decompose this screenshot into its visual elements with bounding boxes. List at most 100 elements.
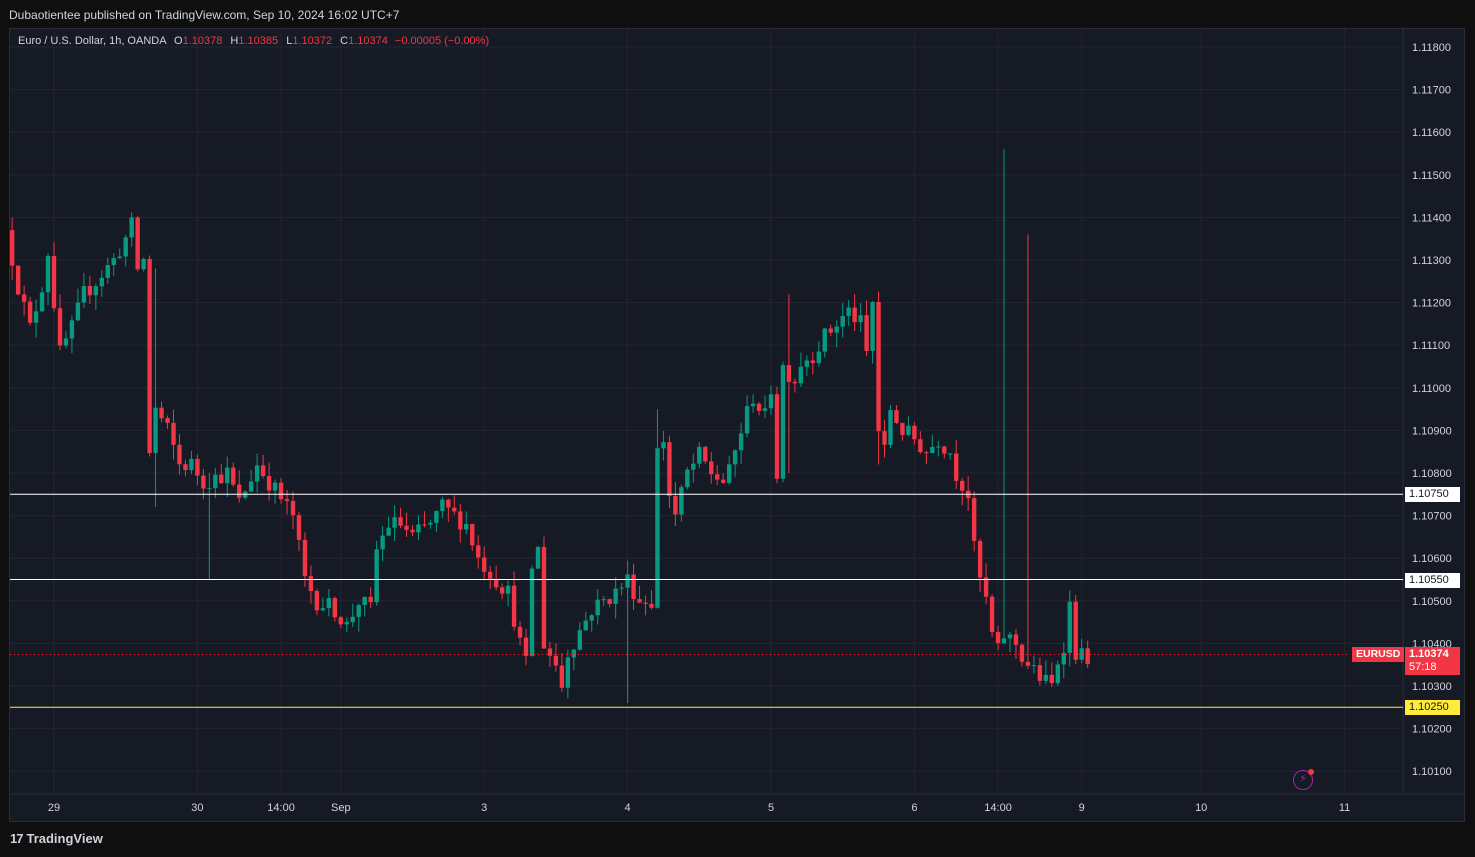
candle-body — [1013, 634, 1019, 645]
candle-body — [260, 465, 266, 477]
candle-body — [577, 630, 582, 650]
candle-body — [75, 302, 81, 321]
candle-body — [272, 482, 278, 491]
candle-body — [697, 446, 702, 464]
candle-body — [452, 507, 457, 512]
candle-body — [673, 495, 678, 515]
candle-body — [171, 422, 176, 445]
x-tick-label: 10 — [1195, 802, 1207, 814]
candle-body — [840, 315, 845, 327]
candle-body — [971, 498, 977, 541]
candle-body — [709, 461, 714, 475]
candle-body — [1043, 674, 1049, 681]
tv-logo-icon: 17 — [10, 831, 24, 846]
candle-body — [177, 444, 182, 465]
candle-body — [936, 446, 941, 448]
x-tick-label: 29 — [48, 802, 60, 814]
candle-body — [649, 603, 654, 608]
candle-body — [625, 574, 630, 588]
candle-body — [762, 408, 768, 411]
candle-body — [691, 463, 696, 470]
candle-body — [278, 482, 284, 500]
candle-body — [888, 410, 893, 445]
candle-body — [870, 301, 875, 351]
published-caption: Dubaotientee published on TradingView.co… — [9, 8, 400, 22]
symbol-tag: EURUSD — [1352, 647, 1405, 663]
candle-body — [284, 499, 290, 501]
y-tick-label: 1.10300 — [1412, 681, 1452, 693]
y-tick-label: 1.11100 — [1412, 340, 1450, 352]
candle-body — [756, 403, 762, 411]
candle-body — [10, 230, 15, 266]
top-bar: Dubaotientee published on TradingView.co… — [0, 0, 1475, 28]
candle-body — [912, 425, 917, 440]
candle-body — [505, 585, 511, 594]
candle-body — [798, 366, 804, 384]
y-tick-label: 1.11500 — [1412, 170, 1451, 182]
candle-body — [744, 406, 750, 434]
candle-body — [111, 258, 116, 266]
alert-bolt-icon[interactable]: ⚡ — [1293, 769, 1314, 790]
candle-body — [380, 535, 385, 550]
candle-body — [386, 527, 391, 536]
low-label: L — [286, 35, 293, 47]
y-tick-label: 1.11400 — [1412, 212, 1451, 224]
y-tick-label: 1.10900 — [1412, 425, 1452, 437]
candle-body — [470, 524, 475, 546]
candle-body — [356, 605, 361, 617]
level-price-tag: 1.10250 — [1405, 700, 1460, 716]
candle-body — [159, 407, 164, 419]
candle-body — [715, 474, 720, 480]
close-value: 1.10374 — [348, 35, 388, 47]
candle-body — [266, 476, 272, 491]
x-tick-label: 3 — [481, 802, 487, 814]
candle-body — [117, 256, 122, 259]
candle-body — [792, 381, 798, 384]
candle-body — [153, 407, 158, 453]
symbol-legend[interactable]: Euro / U.S. Dollar, 1h, OANDA O1.10378 H… — [18, 35, 489, 47]
candle-body — [248, 481, 254, 492]
candle-body — [977, 540, 983, 578]
candle-body — [308, 576, 314, 591]
candle-body — [81, 285, 87, 303]
candle-body — [27, 301, 33, 323]
open-value: 1.10378 — [182, 35, 223, 47]
candle-body — [858, 315, 863, 323]
candle-body — [165, 418, 170, 423]
candle-body — [314, 590, 320, 611]
candle-body — [948, 453, 953, 455]
notification-dot — [1308, 769, 1314, 775]
candle-body — [589, 615, 594, 621]
candle-body — [39, 292, 45, 312]
candle-body — [864, 315, 869, 351]
candle-body — [876, 301, 881, 432]
candle-body — [428, 522, 433, 525]
candle-body — [135, 217, 140, 270]
candle-body — [63, 338, 69, 346]
candle-body — [786, 365, 792, 382]
x-tick-label: 9 — [1079, 802, 1085, 814]
candle-body — [1079, 648, 1084, 660]
candle-body — [1025, 661, 1031, 666]
x-tick-label: 4 — [625, 802, 631, 814]
candle-body — [21, 294, 27, 302]
candle-body — [320, 608, 326, 611]
y-tick-label: 1.11000 — [1412, 383, 1451, 395]
low-value: 1.10372 — [292, 35, 333, 47]
candle-body — [774, 394, 780, 479]
high-label: H — [230, 35, 239, 47]
candle-body — [141, 258, 146, 270]
candle-body — [368, 596, 373, 603]
candle-body — [930, 446, 935, 454]
candle-body — [213, 474, 218, 489]
y-tick-label: 1.11200 — [1412, 298, 1451, 310]
candle-body — [703, 446, 708, 462]
candle-body — [290, 500, 296, 516]
chart-frame[interactable] — [9, 28, 1465, 822]
candle-body — [613, 588, 618, 604]
y-tick-label: 1.11700 — [1412, 85, 1451, 97]
candle-body — [15, 265, 21, 295]
candle-body — [189, 458, 194, 471]
tradingview-logo[interactable]: 17 TradingView — [10, 831, 103, 846]
